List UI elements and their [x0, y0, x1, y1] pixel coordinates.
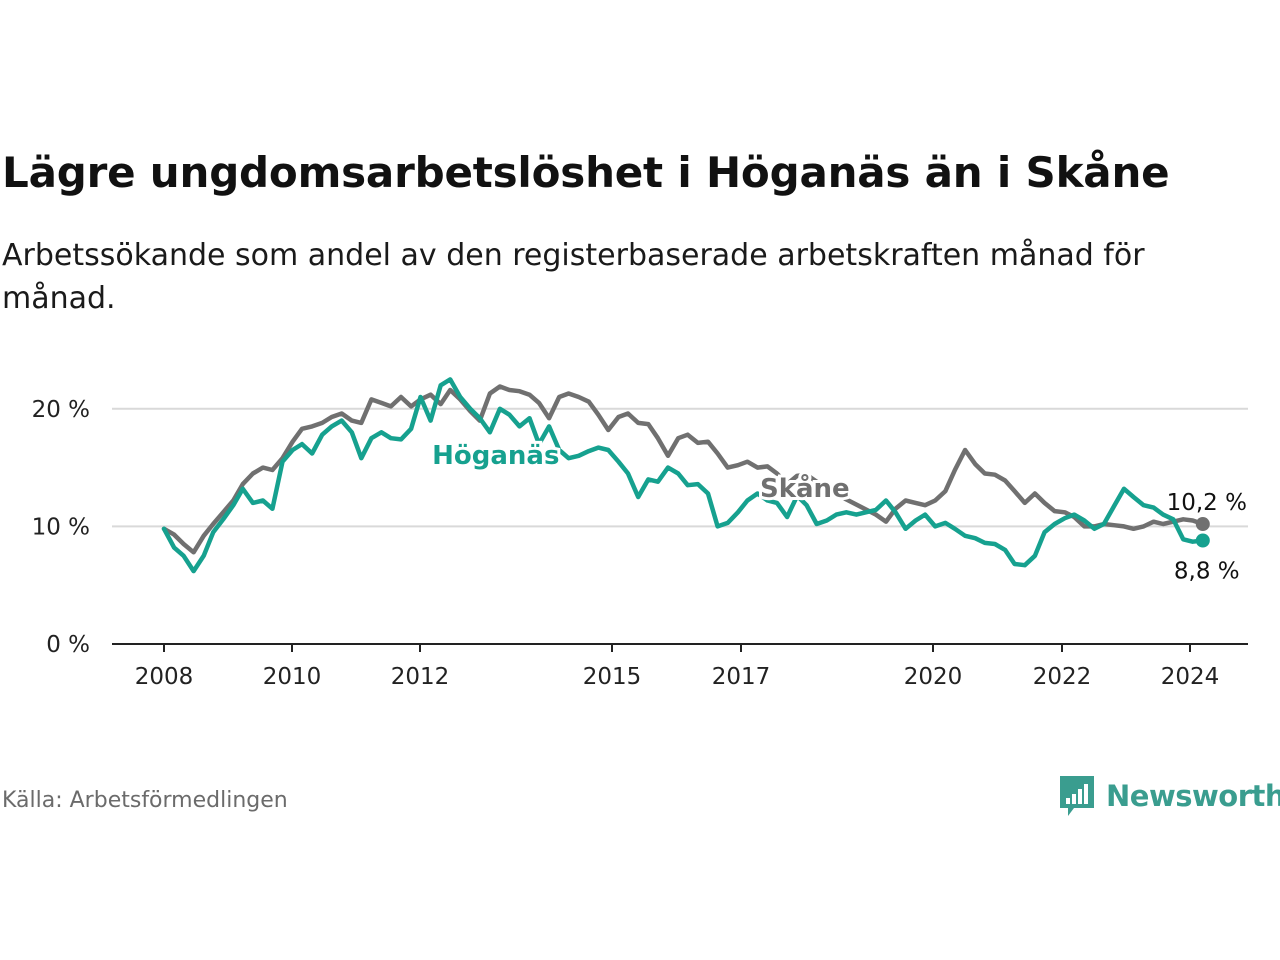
- chart-title: Lägre ungdomsarbetslöshet i Höganäs än i…: [2, 148, 1170, 197]
- y-tick-label: 20 %: [32, 397, 90, 423]
- chart-subtitle: Arbetssökande som andel av den registerb…: [2, 238, 1145, 316]
- y-tick-label: 0 %: [46, 632, 90, 658]
- brand-name: Newsworthy: [1106, 779, 1280, 813]
- series-label-hoganas: Höganäs: [432, 441, 559, 471]
- series-line-skane: [161, 384, 1206, 555]
- end-value-label-skane: 10,2 %: [1167, 490, 1247, 516]
- series-end-point: [1195, 533, 1210, 548]
- y-tick-label: 10 %: [32, 514, 90, 540]
- x-tick-label: 2017: [712, 664, 771, 690]
- source-note: Källa: Arbetsförmedlingen: [2, 788, 288, 813]
- x-tick-label: 2010: [263, 664, 322, 690]
- x-tick-label: 2012: [391, 664, 450, 690]
- series-label-skane: Skåne: [760, 472, 850, 504]
- newsworthy-logo-icon: [1060, 776, 1094, 816]
- series-end-point: [1195, 517, 1210, 532]
- end-value-label-hoganas: 8,8 %: [1174, 559, 1240, 585]
- line-chart: 0 % 10 % 20 % 2008 2010 2012 2015 2017 2020 2022 2…: [32, 377, 1248, 690]
- series-line-hoganas: [161, 377, 1206, 574]
- x-tick-label: 2008: [135, 664, 194, 690]
- x-tick-label: 2024: [1161, 664, 1220, 690]
- x-tick-label: 2015: [583, 664, 642, 690]
- brand-logo: Newsworthy: [1058, 772, 1280, 820]
- x-tick-label: 2022: [1033, 664, 1092, 690]
- x-tick-label: 2020: [904, 664, 963, 690]
